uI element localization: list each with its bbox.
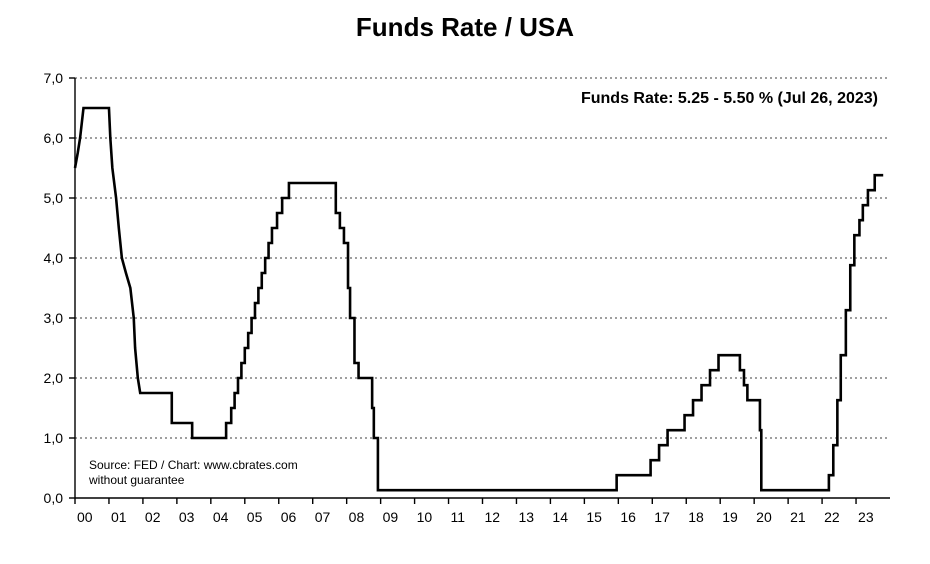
x-tick-label: 19 [722, 509, 738, 525]
x-tick-label: 16 [620, 509, 636, 525]
x-tick-label: 04 [213, 509, 229, 525]
y-tick-label: 0,0 [44, 490, 64, 506]
x-tick-label: 11 [451, 509, 466, 525]
x-tick-label: 21 [790, 509, 806, 525]
x-tick-label: 06 [281, 509, 297, 525]
x-tick-label: 22 [824, 509, 840, 525]
source-attribution: Source: FED / Chart: www.cbrates.com wit… [89, 458, 298, 488]
x-tick-label: 03 [179, 509, 195, 525]
chart-container: Funds Rate / USA 0,01,02,03,04,05,06,07,… [0, 0, 930, 564]
source-line-2: without guarantee [89, 473, 298, 488]
x-tick-label: 18 [688, 509, 704, 525]
x-tick-label: 20 [756, 509, 772, 525]
x-tick-label: 01 [111, 509, 127, 525]
x-tick-label: 13 [518, 509, 534, 525]
rate-step-line [75, 108, 883, 490]
x-tick-label: 23 [858, 509, 874, 525]
x-tick-label: 10 [417, 509, 433, 525]
x-tick-label: 07 [315, 509, 331, 525]
x-tick-label: 14 [552, 509, 568, 525]
x-tick-label: 00 [77, 509, 93, 525]
x-tick-label: 15 [586, 509, 602, 525]
x-tick-label: 05 [247, 509, 263, 525]
x-tick-label: 08 [349, 509, 365, 525]
y-tick-label: 7,0 [44, 70, 64, 86]
x-tick-label: 02 [145, 509, 161, 525]
y-tick-label: 2,0 [44, 370, 64, 386]
source-line-1: Source: FED / Chart: www.cbrates.com [89, 458, 298, 473]
y-tick-label: 5,0 [44, 190, 64, 206]
y-tick-label: 3,0 [44, 310, 64, 326]
rate-annotation: Funds Rate: 5.25 - 5.50 % (Jul 26, 2023) [83, 90, 878, 108]
x-tick-label: 12 [485, 509, 501, 525]
y-tick-label: 1,0 [44, 430, 64, 446]
x-tick-label: 09 [383, 509, 399, 525]
y-tick-label: 4,0 [44, 250, 64, 266]
y-tick-label: 6,0 [44, 130, 64, 146]
x-tick-label: 17 [654, 509, 670, 525]
